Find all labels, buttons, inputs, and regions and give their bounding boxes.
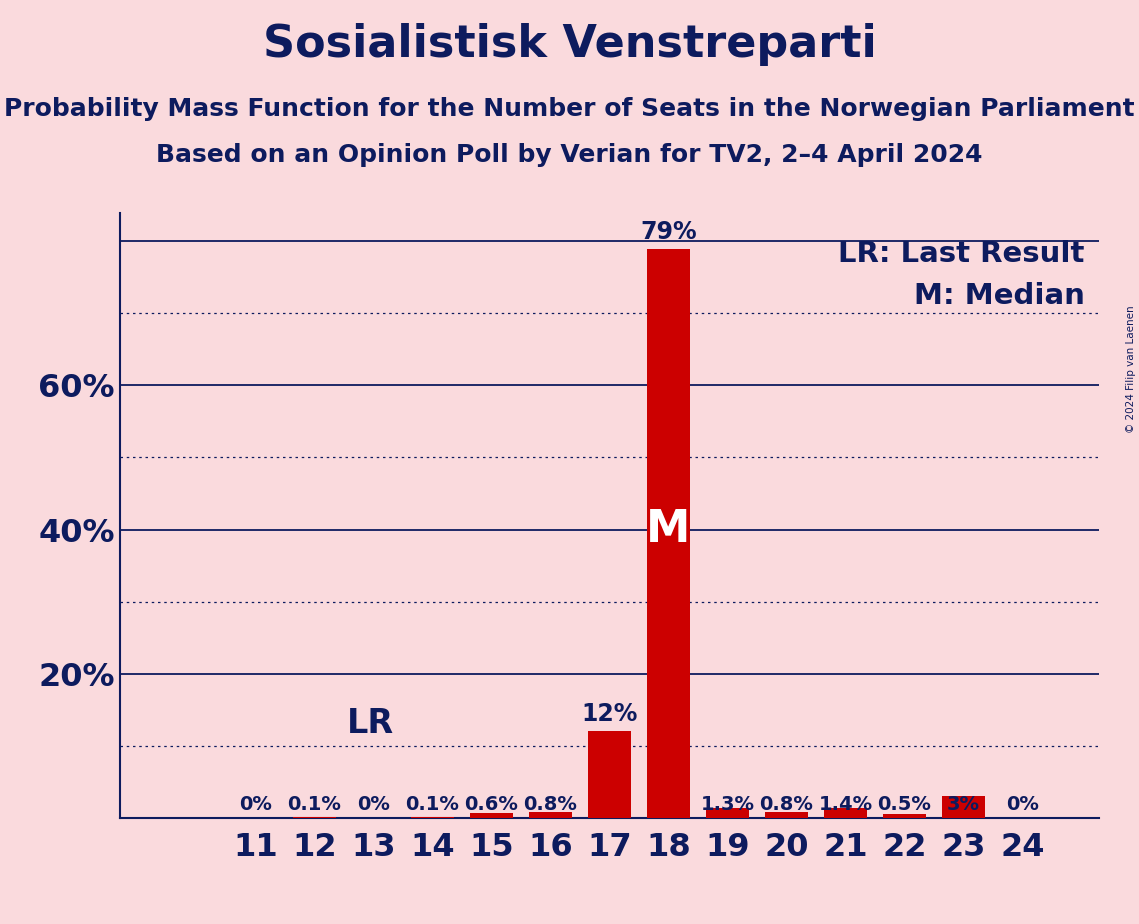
Bar [588, 731, 631, 818]
Text: 0.6%: 0.6% [465, 796, 518, 814]
Text: M: M [646, 508, 690, 551]
Text: 0%: 0% [239, 796, 272, 814]
Bar [765, 812, 808, 818]
Text: Sosialistisk Venstreparti: Sosialistisk Venstreparti [263, 23, 876, 67]
Text: M: Median: M: Median [913, 282, 1084, 310]
Bar [706, 808, 748, 818]
Text: LR: Last Result: LR: Last Result [838, 239, 1084, 268]
Bar [825, 808, 867, 818]
Text: LR: LR [346, 707, 394, 740]
Text: 0.8%: 0.8% [760, 796, 813, 814]
Text: 3%: 3% [947, 796, 980, 814]
Text: 0.8%: 0.8% [524, 796, 577, 814]
Bar [530, 812, 572, 818]
Text: 1.4%: 1.4% [818, 796, 872, 814]
Text: 79%: 79% [640, 220, 697, 244]
Text: 0%: 0% [1006, 796, 1039, 814]
Text: Probability Mass Function for the Number of Seats in the Norwegian Parliament: Probability Mass Function for the Number… [5, 97, 1134, 121]
Text: 0.5%: 0.5% [877, 796, 932, 814]
Text: 1.3%: 1.3% [700, 796, 754, 814]
Text: © 2024 Filip van Laenen: © 2024 Filip van Laenen [1126, 306, 1136, 433]
Bar [647, 249, 689, 818]
Text: 0.1%: 0.1% [287, 796, 342, 814]
Text: 12%: 12% [581, 702, 638, 726]
Text: 0%: 0% [357, 796, 390, 814]
Bar [942, 796, 984, 818]
Bar [470, 813, 513, 818]
Text: 0.1%: 0.1% [405, 796, 459, 814]
Text: Based on an Opinion Poll by Verian for TV2, 2–4 April 2024: Based on an Opinion Poll by Verian for T… [156, 143, 983, 167]
Bar [883, 814, 926, 818]
